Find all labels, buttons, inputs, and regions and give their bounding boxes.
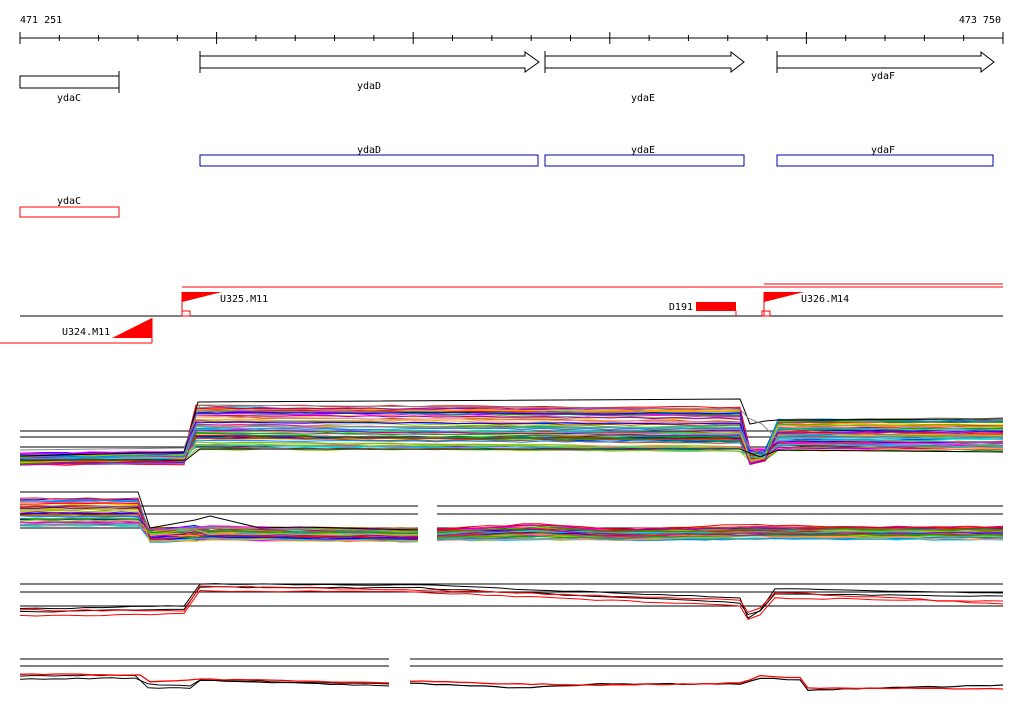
feature-label-U326: U326.M14 [801, 294, 849, 305]
gene-box-ydaC[interactable] [19, 75, 120, 89]
expression-profile-line [19, 443, 1004, 461]
expression-profile-line [19, 509, 419, 532]
gene-label-ydaC: ydaC [57, 93, 81, 104]
gene-arrow-ydaF[interactable] [776, 50, 995, 74]
bottom-profile-red [19, 673, 390, 684]
promoter-flag-U326[interactable] [764, 292, 804, 302]
feature-track: U325.M11 D191 U326.M14 U324.M11 [0, 283, 1003, 344]
expression-profile-line [19, 398, 1004, 457]
feature-label-D191: D191 [669, 302, 693, 313]
bottom-profile-red [409, 674, 1004, 690]
expression-profile-line [19, 508, 419, 543]
expression-panel-bottom-left [19, 658, 390, 689]
annotation-box-ydaC[interactable] [19, 206, 120, 218]
promoter-box-U326 [761, 310, 771, 317]
summary-profile-black [19, 583, 1004, 619]
gene-strand-track: ydaC ydaD ydaE ydaF [19, 50, 995, 104]
expression-profile-line [436, 533, 1004, 539]
expression-profile-line [19, 511, 419, 538]
expression-panel-secondary-left [19, 491, 419, 543]
expression-profile-line [20, 506, 419, 541]
expression-panel-summary [19, 583, 1004, 621]
ruler-ticks [19, 32, 1004, 44]
feature-label-U325: U325.M11 [220, 294, 268, 305]
expression-profile-line [19, 404, 1004, 451]
expression-profile-line [436, 532, 1004, 541]
expression-panel-main [19, 398, 1004, 466]
expression-profile-line [436, 525, 1004, 534]
expression-panel-bottom-right [409, 658, 1004, 692]
annotation-label-ydaE: ydaE [631, 145, 655, 156]
expression-profile-line [19, 424, 1004, 457]
expression-profile-line [20, 491, 419, 531]
ruler-end-label: 473 750 [959, 15, 1001, 26]
coordinate-ruler: 471 251 473 750 [19, 15, 1004, 44]
gene-label-ydaE: ydaE [631, 93, 655, 104]
annotation-label-ydaC: ydaC [57, 196, 81, 207]
expression-profile-line [19, 518, 419, 535]
bottom-profile-black [19, 677, 390, 687]
annotation-label-ydaF: ydaF [871, 145, 895, 156]
expression-profile-line [436, 528, 1004, 537]
promoter-box-U325 [181, 310, 191, 317]
expression-profile-line [436, 523, 1004, 530]
summary-profile-red [19, 589, 1004, 621]
expression-profile-line [19, 514, 419, 531]
promoter-flag-U325[interactable] [182, 292, 222, 302]
expression-profile-line [19, 425, 1004, 457]
feature-block-D191[interactable] [696, 302, 736, 311]
gene-arrow-ydaE[interactable] [544, 50, 745, 74]
gene-arrow-ydaD[interactable] [199, 51, 540, 73]
terminator-flag-U324[interactable] [112, 318, 152, 338]
expression-profile-line [19, 519, 419, 536]
gene-label-ydaD: ydaD [357, 81, 381, 92]
annotation-label-ydaD: ydaD [357, 145, 381, 156]
expression-profile-line [19, 429, 1004, 466]
expression-panel-secondary-right [436, 505, 1004, 542]
expression-profile-line [436, 535, 1004, 541]
ruler-start-label: 471 251 [20, 15, 62, 26]
feature-label-U324: U324.M11 [62, 327, 110, 338]
summary-profile-red [19, 585, 1004, 614]
expression-profile-line [19, 499, 419, 535]
annotation-box-ydaD[interactable] [199, 154, 539, 167]
expression-profile-line [19, 420, 1004, 465]
gene-label-ydaF: ydaF [871, 71, 895, 82]
expression-profile-line [20, 448, 1004, 461]
annotation-box-ydaE[interactable] [544, 154, 745, 167]
expression-profile-line [436, 524, 1004, 531]
annotation-box-ydaF[interactable] [776, 154, 994, 167]
gene-annotation-track: ydaD ydaE ydaF ydaC [19, 145, 994, 218]
